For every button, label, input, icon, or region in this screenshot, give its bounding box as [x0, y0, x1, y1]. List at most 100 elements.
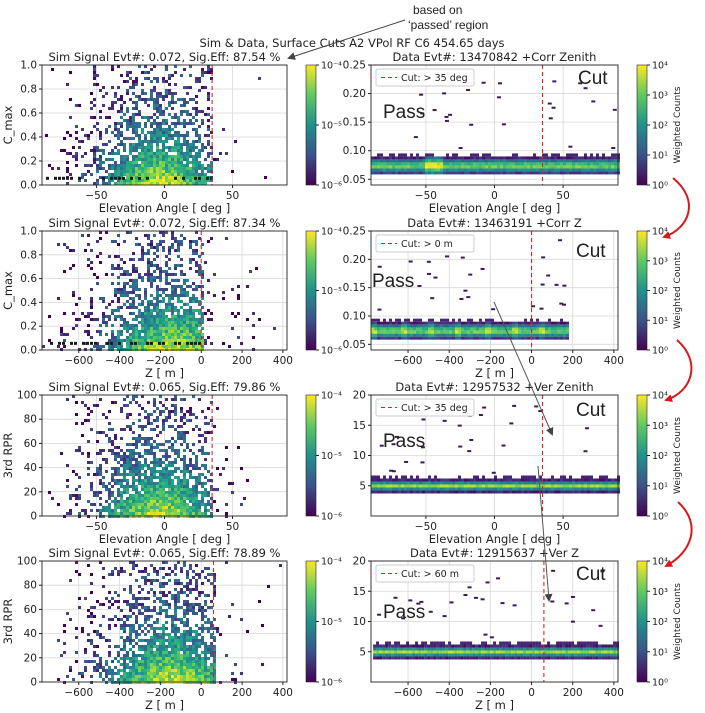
heatmap-cell	[93, 654, 96, 657]
y-tick-label: 40	[24, 462, 37, 474]
heatmap-cell	[132, 179, 135, 182]
heatmap-cell	[488, 159, 491, 163]
heatmap-cell	[168, 246, 171, 249]
heatmap-cell	[452, 153, 455, 157]
heatmap-cell	[150, 437, 153, 440]
heatmap-cell	[380, 156, 383, 160]
heatmap-cell	[156, 255, 159, 258]
heatmap-cell	[171, 491, 174, 494]
heatmap-cell	[180, 176, 183, 179]
heatmap-cell	[108, 182, 111, 185]
heatmap-cell	[57, 503, 60, 506]
heatmap-cell	[183, 413, 186, 416]
heatmap-cell	[150, 341, 153, 345]
heatmap-cell	[189, 152, 192, 155]
heatmap-cell	[539, 307, 544, 310]
heatmap-cell	[141, 246, 144, 249]
heatmap-cell	[174, 341, 177, 345]
heatmap-cell	[192, 249, 195, 252]
heatmap-cell	[156, 158, 159, 161]
heatmap-cell	[126, 600, 129, 603]
heatmap-cell	[96, 645, 99, 648]
heatmap-cell	[371, 171, 374, 175]
heatmap-cell	[171, 512, 174, 515]
heatmap-cell	[96, 431, 99, 434]
heatmap-cell	[93, 345, 96, 348]
heatmap-cell	[180, 306, 183, 309]
heatmap-cell	[590, 153, 593, 157]
colorbar-tick-label: 10⁻⁴	[321, 391, 342, 402]
heatmap-cell	[156, 285, 159, 288]
heatmap-cell	[159, 345, 162, 348]
heatmap-cell	[168, 158, 171, 161]
heatmap-cell	[75, 155, 78, 158]
heatmap-cell	[198, 137, 201, 140]
heatmap-cell	[473, 333, 476, 337]
heatmap-cell	[159, 348, 162, 351]
heatmap-cell	[69, 267, 72, 270]
heatmap-cell	[228, 345, 231, 348]
heatmap-cell	[563, 162, 566, 166]
figure-suptitle: Sim & Data, Surface Cuts A2 VPol RF C6 4…	[199, 36, 504, 50]
heatmap-cell	[147, 77, 150, 80]
heatmap-cells	[48, 395, 249, 518]
heatmap-cell	[407, 159, 410, 163]
heatmap-cell	[174, 395, 177, 398]
heatmap-cell	[207, 155, 210, 158]
heatmap-cell	[135, 618, 138, 621]
heatmap-cell	[416, 168, 419, 172]
heatmap-cell	[204, 416, 207, 419]
heatmap-cell	[557, 153, 560, 157]
heatmap-cell	[584, 478, 587, 482]
heatmap-cell	[144, 333, 147, 336]
heatmap-cell	[165, 342, 168, 345]
heatmap-cell	[413, 481, 416, 485]
heatmap-cell	[165, 491, 168, 494]
heatmap-cell	[551, 484, 554, 488]
heatmap-cell	[120, 143, 123, 146]
heatmap-cell	[147, 413, 150, 416]
heatmap-cell	[183, 143, 186, 146]
heatmap-cell	[455, 168, 458, 172]
heatmap-cell	[422, 321, 425, 325]
heatmap-cell	[165, 182, 168, 185]
heatmap-cell	[114, 434, 117, 437]
heatmap-cell	[150, 482, 153, 485]
heatmap-cell	[129, 648, 132, 651]
heatmap-cell	[602, 165, 605, 169]
heatmap-cell	[464, 156, 467, 160]
heatmap-cell	[186, 86, 189, 89]
heatmap-cell	[138, 122, 141, 125]
heatmap-cell	[389, 156, 392, 160]
heatmap-cell	[419, 487, 422, 491]
heatmap-cell	[177, 158, 180, 161]
heatmap-cell	[581, 484, 584, 488]
heatmap-cell	[150, 642, 153, 645]
heatmap-cell	[515, 171, 518, 175]
heatmap-cell	[120, 570, 123, 573]
heatmap-cell	[153, 594, 156, 597]
heatmap-cell	[99, 333, 102, 336]
heatmap-cell	[183, 500, 186, 503]
heatmap-cell	[165, 158, 168, 161]
heatmap-cell	[195, 182, 198, 185]
heatmap-cell	[440, 171, 443, 175]
heatmap-cell	[521, 168, 524, 172]
heatmap-cell	[72, 291, 75, 294]
heatmap-cell	[162, 512, 165, 515]
heatmap-cell	[171, 446, 174, 449]
heatmap-cell	[144, 515, 147, 518]
heatmap-cell	[168, 461, 171, 464]
heatmap-cell	[374, 481, 377, 485]
heatmap-cell	[132, 158, 135, 161]
heatmap-cell	[198, 176, 201, 180]
heatmap-cell	[431, 318, 434, 322]
heatmap-cell	[602, 481, 605, 485]
heatmap-cell	[410, 481, 413, 485]
heatmap-cell	[96, 182, 99, 185]
heatmap-cell	[132, 485, 135, 488]
heatmap-cell	[90, 261, 93, 264]
heatmap-cell	[129, 122, 132, 125]
